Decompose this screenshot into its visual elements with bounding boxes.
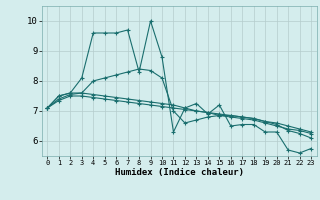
X-axis label: Humidex (Indice chaleur): Humidex (Indice chaleur) — [115, 168, 244, 177]
